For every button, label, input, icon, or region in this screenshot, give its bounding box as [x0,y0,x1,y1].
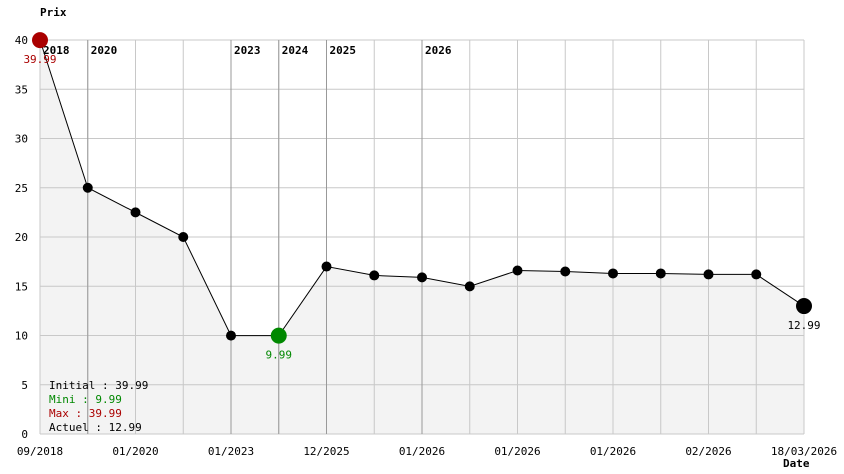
stat-actuel: Actuel : 12.99 [49,421,142,434]
data-point [32,32,48,49]
point-label-min: 9.99 [266,349,293,362]
data-point [82,182,93,193]
x-tick-label: 01/2026 [494,445,540,458]
data-point [178,232,189,242]
data-point [417,272,427,283]
y-tick-label: 35 [15,83,28,96]
point-label-current: 12.99 [787,319,820,332]
x-tick-label: 12/2025 [303,445,349,458]
x-tick-label: 01/2023 [208,445,254,458]
data-point [655,268,666,279]
year-marker-label: 2020 [91,44,118,57]
data-point [512,265,523,276]
y-tick-label: 5 [21,379,28,392]
y-tick-label: 20 [15,231,28,244]
year-marker-label: 2018 [43,44,70,57]
data-point [796,298,812,315]
series-points [32,32,812,344]
year-marker-label: 2025 [330,44,357,57]
x-tick-label: 02/2026 [685,445,731,458]
stat-mini: Mini : 9.99 [49,393,122,406]
y-tick-label: 15 [15,280,28,293]
data-point [321,261,332,272]
year-marker-label: 2026 [425,44,452,57]
data-point [369,270,380,281]
year-marker-label: 2024 [282,44,309,57]
data-point [226,330,236,341]
x-tick-label: 01/2020 [112,445,158,458]
year-markers: 2018 2020 2023 2024 2025 2026 [43,40,452,434]
data-point [703,269,714,280]
stat-max: Max : 39.99 [49,407,122,420]
x-tick-label: 01/2026 [590,445,636,458]
x-axis-title: Date [783,457,810,470]
y-axis-ticks: 0 5 10 15 20 25 30 35 40 [15,34,28,441]
y-tick-label: 40 [15,34,28,47]
stats-box: Initial : 39.99 Mini : 9.99 Max : 39.99 … [49,379,148,434]
x-tick-label: 18/03/2026 [771,445,837,458]
data-point [464,281,475,292]
data-point [560,266,571,277]
y-tick-label: 10 [15,330,28,343]
y-tick-label: 25 [15,182,28,195]
y-tick-label: 0 [21,428,28,441]
stat-initial: Initial : 39.99 [49,379,148,392]
x-tick-label: 09/2018 [17,445,63,458]
data-point [608,268,618,279]
y-tick-label: 30 [15,133,28,146]
point-label-max: 39.99 [23,53,56,66]
x-axis-ticks: 09/2018 01/2020 01/2023 12/2025 01/2026 01/20… [17,445,837,458]
year-marker-label: 2023 [234,44,261,57]
point-labels: 39.99 9.99 12.99 [23,53,820,362]
data-point [270,327,287,344]
x-tick-label: 01/2026 [399,445,445,458]
data-point [130,207,141,218]
data-point [751,269,762,280]
y-axis-title: Prix [40,6,67,19]
